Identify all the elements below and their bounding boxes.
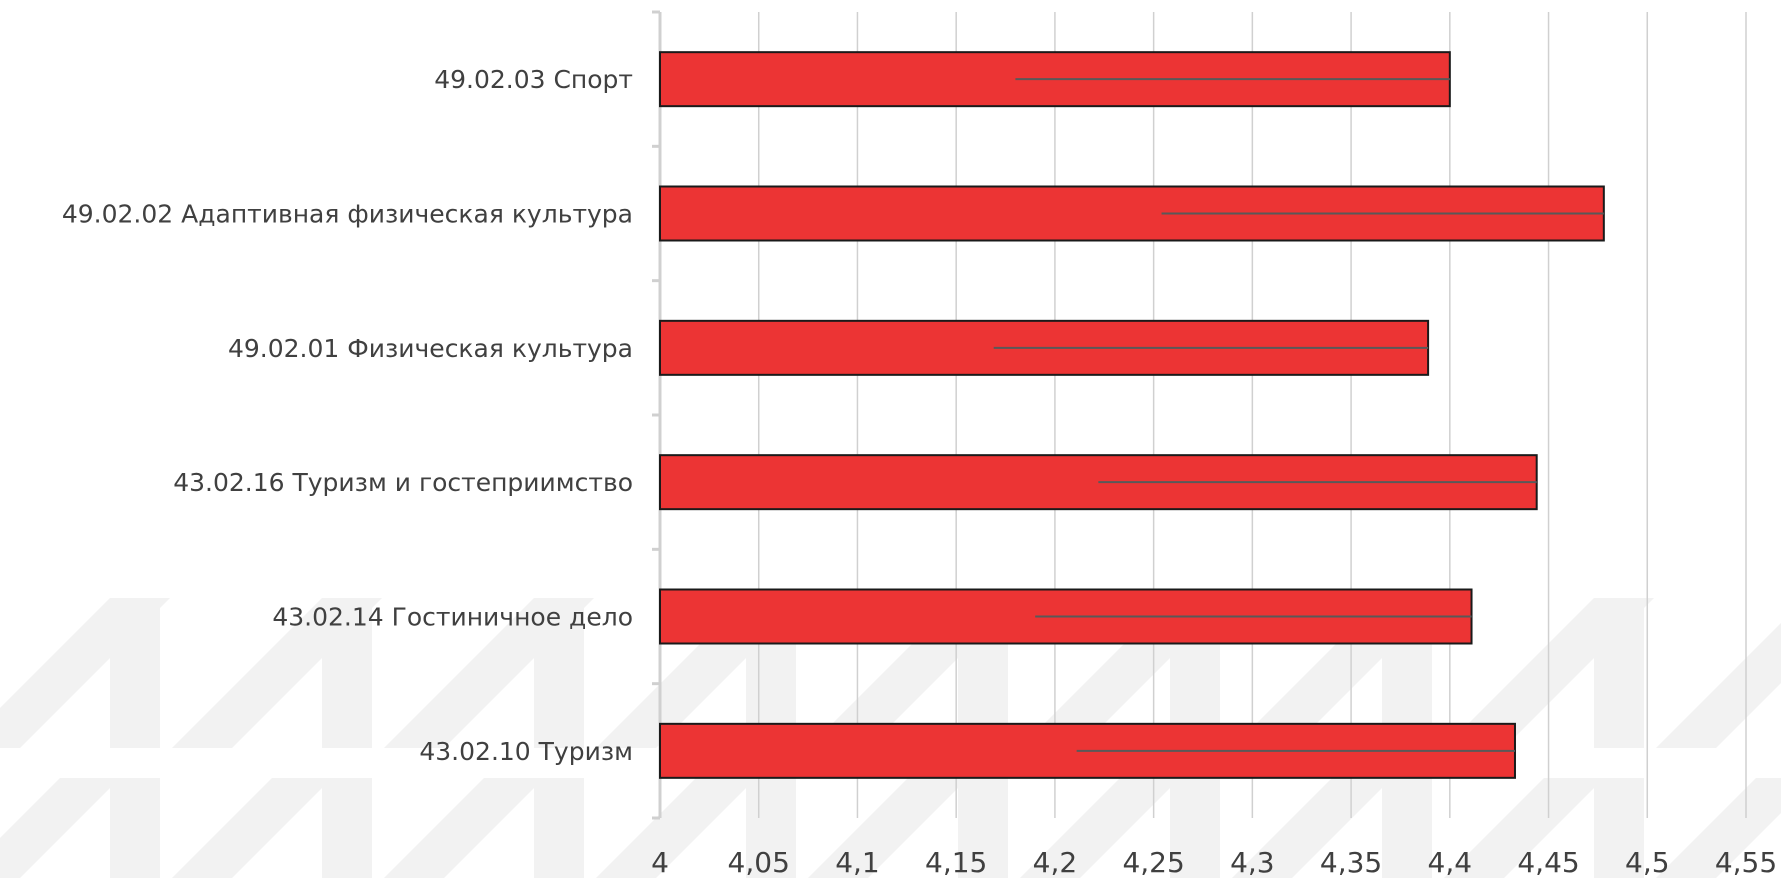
- category-axis: [652, 10, 662, 820]
- x-tick-labels: 4 4,05 4,1 4,15 4,2 4,25 4,3 4,35 4,4 4,45 4,5 4,55: [651, 846, 1777, 878]
- x-tick-label: 4,5: [1625, 846, 1670, 878]
- watermark-block: [746, 778, 796, 878]
- watermark-block: [110, 598, 160, 748]
- watermark-stripe: [1656, 623, 1781, 748]
- error-bars: [993, 78, 1604, 752]
- watermark-stripe: [172, 778, 332, 878]
- x-tick-label: 4,05: [728, 846, 790, 878]
- watermark-stripe: [1020, 778, 1180, 878]
- category-label: 43.02.10 Туризм: [419, 737, 633, 766]
- x-tick-label: 4,55: [1715, 846, 1777, 878]
- x-tick-label: 4,15: [925, 846, 987, 878]
- category-label: 43.02.16 Туризм и гостеприимство: [173, 468, 633, 497]
- watermark-stripe: [1656, 778, 1781, 878]
- watermark-block: [1594, 598, 1644, 748]
- category-label: 43.02.14 Гостиничное дело: [272, 603, 633, 632]
- watermark-block: [110, 778, 160, 878]
- watermark-block: [534, 598, 584, 748]
- category-label: 49.02.03 Спорт: [434, 65, 633, 94]
- gridlines: [757, 12, 1747, 818]
- x-tick-label: 4,25: [1122, 846, 1184, 878]
- watermark-block: [322, 778, 372, 878]
- watermark-block: [534, 778, 584, 878]
- category-label: 49.02.02 Адаптивная физическая культура: [62, 200, 633, 229]
- watermark-stripe: [384, 778, 544, 878]
- watermark-stripe: [808, 778, 968, 878]
- category-label: 49.02.01 Физическая культура: [228, 334, 633, 363]
- watermark-block: [958, 778, 1008, 878]
- x-tick-label: 4,2: [1033, 846, 1078, 878]
- watermark-stripe: [0, 778, 120, 878]
- x-tick-label: 4: [651, 846, 669, 878]
- watermark-block: [1382, 778, 1432, 878]
- x-tick-label: 4,3: [1230, 846, 1275, 878]
- x-tick-label: 4,35: [1320, 846, 1382, 878]
- watermark-block: [1594, 778, 1644, 878]
- x-tick-label: 4,45: [1517, 846, 1579, 878]
- x-tick-label: 4,4: [1428, 846, 1473, 878]
- watermark-block: [322, 598, 372, 748]
- watermark-block: [1170, 778, 1220, 878]
- x-tick-label: 4,1: [835, 846, 880, 878]
- watermark-stripe: [1444, 778, 1604, 878]
- category-labels: 49.02.03 Спорт 49.02.02 Адаптивная физиче…: [62, 65, 633, 766]
- watermark-stripe: [596, 778, 756, 878]
- watermark-stripe: [1232, 778, 1392, 878]
